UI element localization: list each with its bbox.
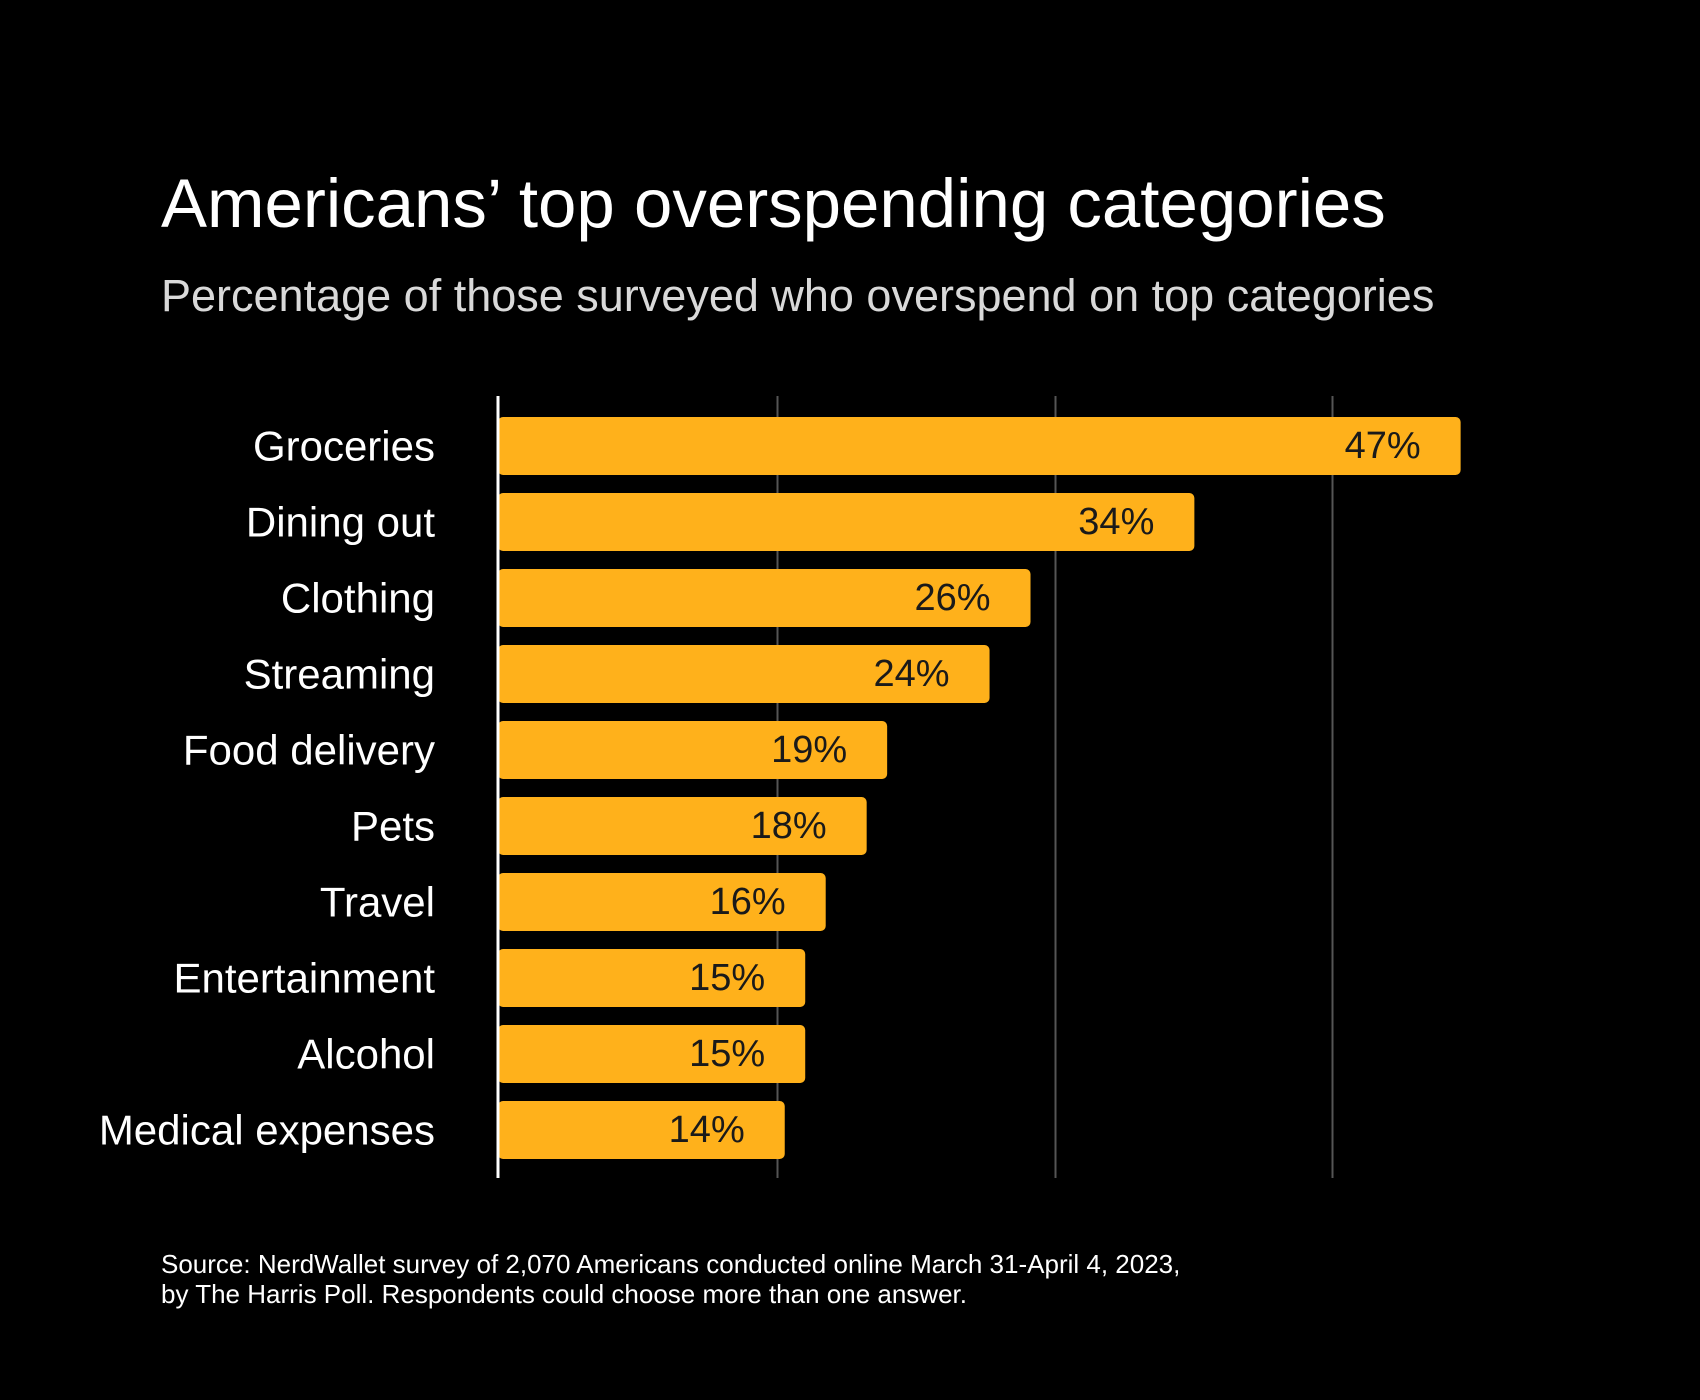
bars	[498, 417, 1461, 1159]
category-label: Groceries	[253, 423, 435, 470]
source-line-1: Source: NerdWallet survey of 2,070 Ameri…	[161, 1249, 1181, 1279]
data-label: 15%	[689, 957, 765, 999]
data-label: 26%	[914, 577, 990, 619]
data-label: 16%	[710, 881, 786, 923]
bar	[498, 1101, 785, 1159]
source-line-2: by The Harris Poll. Respondents could ch…	[161, 1279, 967, 1309]
value-labels: 47% 34% 26% 24% 19% 18% 16% 15% 15% 14%	[669, 425, 1421, 1151]
category-label: Travel	[320, 879, 435, 926]
bar	[498, 645, 990, 703]
source-note: Source: NerdWallet survey of 2,070 Ameri…	[161, 1249, 1461, 1309]
bar	[498, 797, 867, 855]
data-label: 47%	[1345, 425, 1421, 467]
data-label: 14%	[669, 1109, 745, 1151]
bar	[498, 873, 826, 931]
data-label: 18%	[751, 805, 827, 847]
bar	[498, 569, 1031, 627]
bar	[498, 1025, 806, 1083]
bar	[498, 493, 1195, 551]
category-label: Entertainment	[174, 955, 436, 1002]
bar	[498, 949, 806, 1007]
bar	[498, 721, 888, 779]
data-label: 19%	[771, 729, 847, 771]
category-label: Medical expenses	[99, 1107, 435, 1154]
category-label: Clothing	[281, 575, 435, 622]
bar	[498, 417, 1461, 475]
category-label: Alcohol	[297, 1031, 435, 1078]
category-label: Streaming	[244, 651, 435, 698]
chart-subtitle: Percentage of those surveyed who overspe…	[161, 270, 1435, 321]
data-label: 34%	[1078, 501, 1154, 543]
category-label: Food delivery	[183, 727, 435, 774]
data-label: 24%	[873, 653, 949, 695]
category-label: Pets	[351, 803, 435, 850]
data-label: 15%	[689, 1033, 765, 1075]
category-label: Dining out	[246, 499, 435, 546]
category-labels: Groceries Dining out Clothing Streaming Food…	[99, 423, 436, 1154]
chart-title: Americans’ top overspending categories	[161, 165, 1386, 242]
